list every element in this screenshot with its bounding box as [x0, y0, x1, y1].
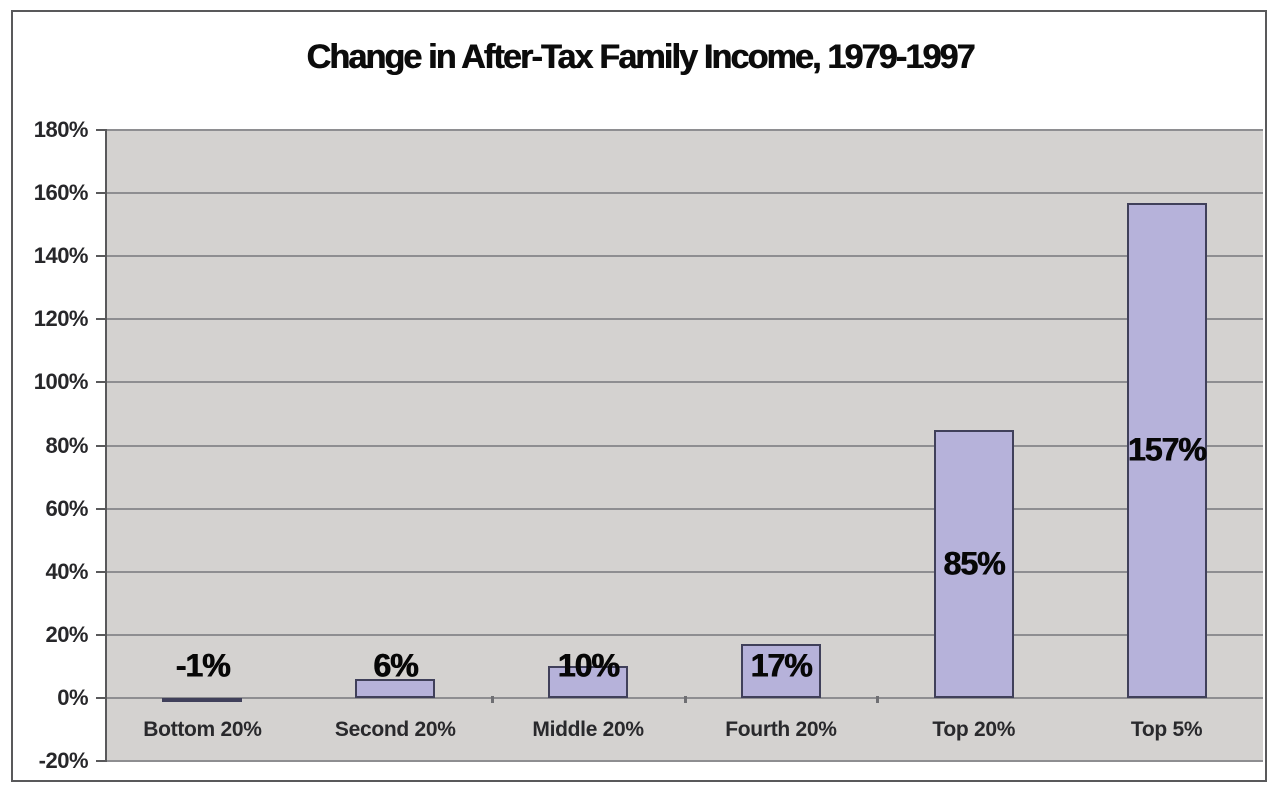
bar-Second 20% [355, 678, 436, 698]
y-axis-label: 100% [33, 369, 89, 395]
bar-Fourth 20% [740, 644, 821, 698]
chart-title: Change in After-Tax Family Income, 1979-… [306, 38, 975, 76]
y-axis-tick [96, 633, 106, 636]
gridline-160% [106, 192, 1263, 195]
y-axis-tick [96, 507, 106, 510]
bar-Top 5% [1126, 202, 1207, 698]
y-axis-tick [96, 255, 106, 258]
value-label-Top 20%: 85% [943, 545, 1005, 582]
y-axis-tick [96, 696, 106, 699]
y-axis-label: 160% [33, 180, 89, 206]
category-label-Second 20%: Second 20% [334, 717, 456, 741]
category-boundary-tick [876, 695, 880, 703]
gridline-100% [106, 381, 1263, 384]
gridline-140% [106, 255, 1263, 258]
y-axis-label: 80% [45, 432, 88, 458]
y-axis-tick [96, 570, 106, 573]
y-axis-label: -20% [38, 748, 89, 773]
gridline-180% [106, 129, 1263, 131]
value-label-Second 20%: 6% [373, 647, 418, 684]
y-axis-label: 120% [33, 306, 89, 332]
gridline-40% [106, 570, 1263, 573]
category-label-Top 20%: Top 20% [932, 717, 1016, 741]
gridline-60% [106, 507, 1263, 510]
category-label-Bottom 20%: Bottom 20% [143, 717, 262, 741]
category-boundary-tick [683, 695, 687, 703]
y-axis-line [105, 129, 107, 762]
bar-Middle 20% [548, 666, 629, 698]
bar-Top 20% [933, 429, 1014, 698]
category-label-Fourth 20%: Fourth 20% [725, 717, 837, 741]
bar-Bottom 20% [162, 697, 243, 702]
y-axis-label: 60% [45, 495, 88, 521]
y-axis-label: 40% [45, 558, 88, 584]
gridline-80% [106, 444, 1263, 447]
y-axis-tick [96, 760, 106, 762]
y-axis-tick [96, 318, 106, 321]
y-axis-tick [96, 444, 106, 447]
category-label-Top 5%: Top 5% [1130, 717, 1203, 741]
y-axis-tick [96, 381, 106, 384]
category-label-Middle 20%: Middle 20% [532, 717, 644, 741]
category-boundary-tick [490, 695, 494, 703]
value-label-Bottom 20%: -1% [175, 647, 230, 684]
value-label-Fourth 20%: 17% [750, 647, 812, 684]
gridline-20% [106, 633, 1263, 636]
value-label-Top 5%: 157% [1127, 431, 1207, 468]
y-axis-label: 20% [45, 621, 88, 647]
y-axis-label: 0% [57, 684, 88, 710]
y-axis-tick [96, 129, 106, 131]
gridline-120% [106, 318, 1263, 321]
value-label-Middle 20%: 10% [557, 647, 620, 684]
y-axis-label: 180% [33, 117, 89, 142]
gridline--20% [106, 760, 1263, 762]
y-axis-tick [96, 192, 106, 195]
y-axis-label: 140% [33, 243, 89, 269]
